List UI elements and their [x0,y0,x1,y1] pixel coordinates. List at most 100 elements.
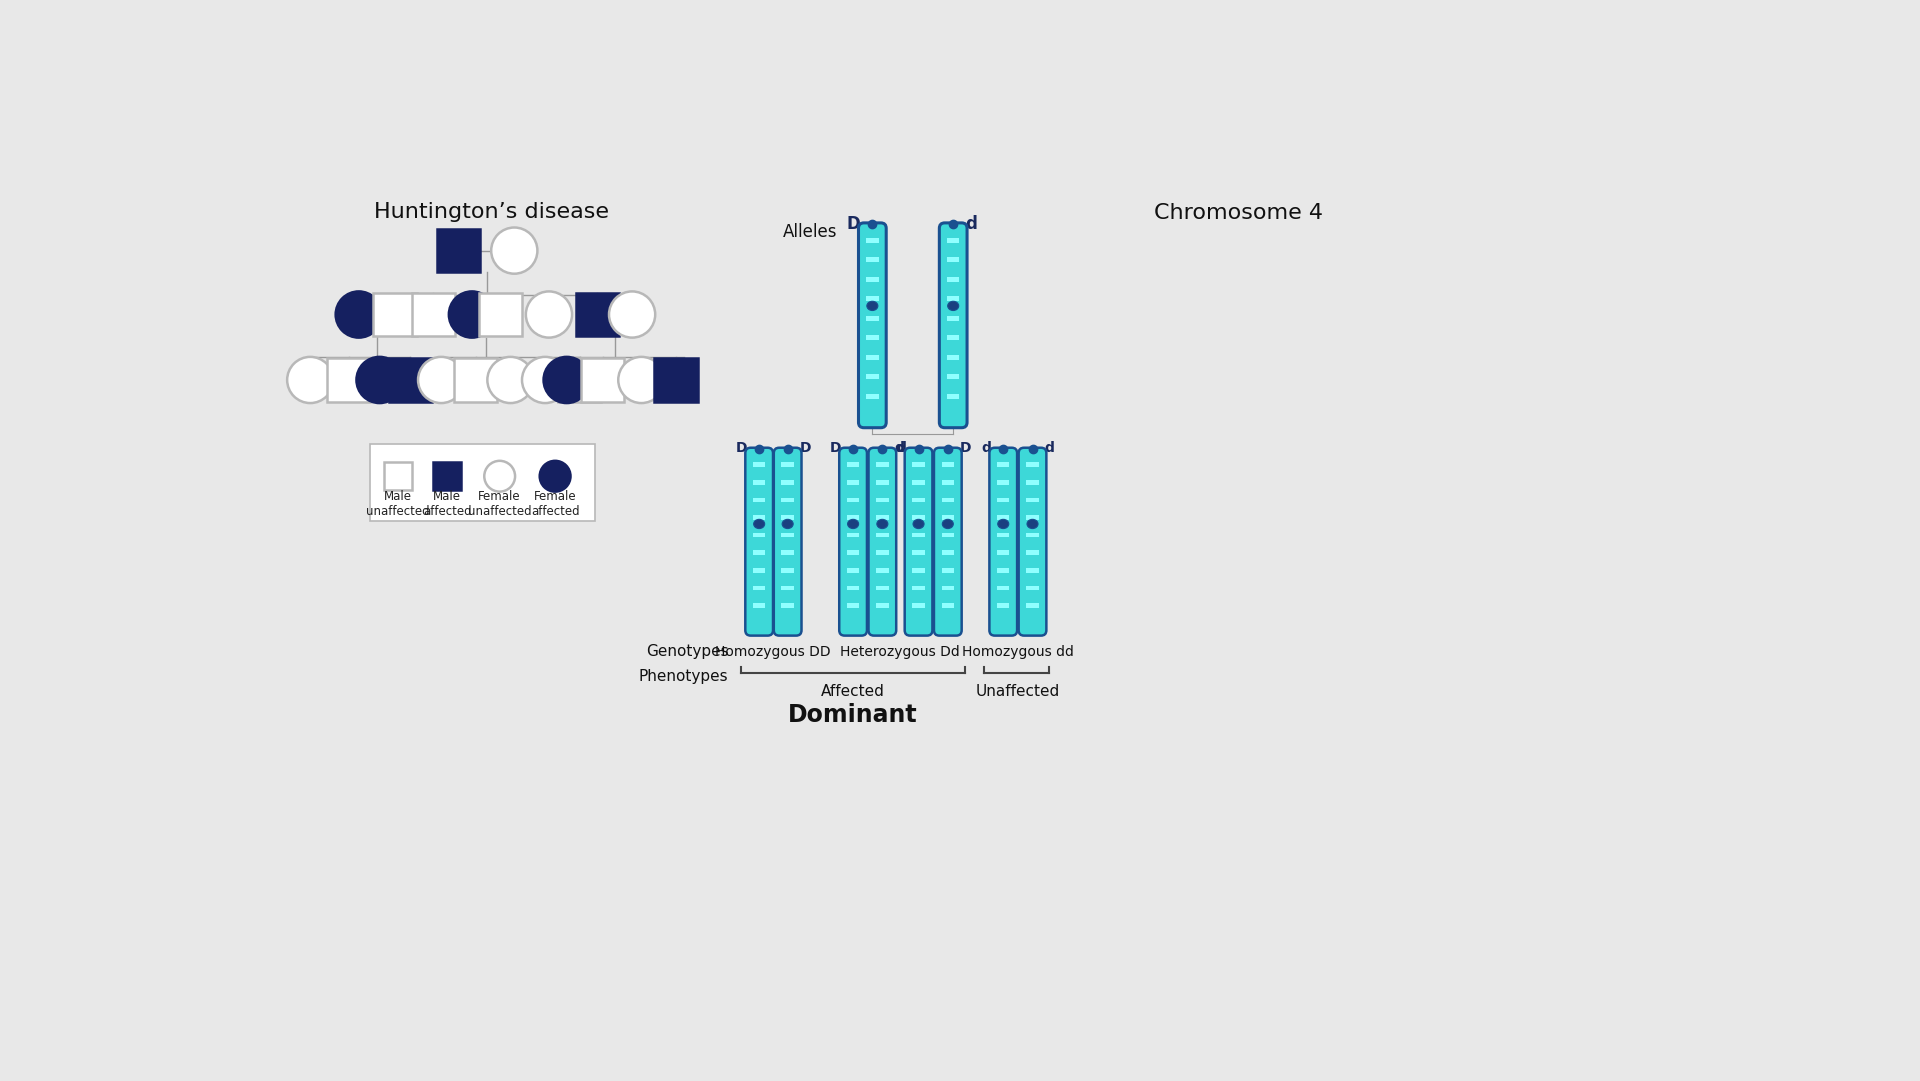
FancyBboxPatch shape [912,603,925,608]
Text: Heterozygous Dd: Heterozygous Dd [841,644,960,658]
FancyBboxPatch shape [753,506,766,511]
FancyBboxPatch shape [781,480,793,484]
FancyBboxPatch shape [745,448,774,636]
FancyBboxPatch shape [1027,516,1039,520]
FancyBboxPatch shape [912,480,925,484]
FancyBboxPatch shape [947,277,960,282]
Circle shape [449,292,495,337]
FancyBboxPatch shape [996,569,1010,573]
Text: Unaffected: Unaffected [975,684,1060,699]
FancyBboxPatch shape [904,448,933,636]
FancyBboxPatch shape [1027,471,1039,476]
FancyBboxPatch shape [941,612,954,617]
FancyBboxPatch shape [781,506,793,511]
Circle shape [419,357,465,403]
Text: Female
unaffected: Female unaffected [468,490,532,518]
FancyBboxPatch shape [753,577,766,582]
FancyBboxPatch shape [847,569,860,573]
FancyBboxPatch shape [388,359,432,401]
FancyBboxPatch shape [947,384,960,389]
FancyBboxPatch shape [876,506,889,511]
FancyBboxPatch shape [1027,533,1039,537]
FancyBboxPatch shape [941,595,954,599]
Text: D: D [847,215,860,232]
FancyBboxPatch shape [912,559,925,564]
FancyBboxPatch shape [1027,542,1039,546]
FancyBboxPatch shape [876,480,889,484]
FancyBboxPatch shape [753,489,766,493]
FancyBboxPatch shape [989,448,1018,636]
FancyBboxPatch shape [912,516,925,520]
Text: Affected: Affected [822,684,885,699]
FancyBboxPatch shape [996,489,1010,493]
FancyBboxPatch shape [839,448,868,636]
Text: Male
affected: Male affected [422,490,472,518]
FancyBboxPatch shape [912,471,925,476]
Ellipse shape [755,519,764,529]
FancyBboxPatch shape [847,595,860,599]
FancyBboxPatch shape [781,463,793,467]
Ellipse shape [781,519,793,529]
FancyBboxPatch shape [847,542,860,546]
FancyBboxPatch shape [947,286,960,292]
FancyBboxPatch shape [753,550,766,556]
FancyBboxPatch shape [912,569,925,573]
FancyBboxPatch shape [559,359,601,401]
FancyBboxPatch shape [781,516,793,520]
FancyBboxPatch shape [941,577,954,582]
Text: D: D [829,441,841,455]
Text: D: D [735,441,747,455]
Text: d: d [895,441,904,455]
FancyBboxPatch shape [781,595,793,599]
FancyBboxPatch shape [866,364,879,370]
FancyBboxPatch shape [912,542,925,546]
FancyBboxPatch shape [774,448,801,636]
FancyBboxPatch shape [941,533,954,537]
FancyBboxPatch shape [912,586,925,590]
FancyBboxPatch shape [996,463,1010,467]
Text: Phenotypes: Phenotypes [639,669,728,684]
Text: Huntington’s disease: Huntington’s disease [374,202,609,222]
FancyBboxPatch shape [455,359,497,401]
FancyBboxPatch shape [947,364,960,370]
FancyBboxPatch shape [1027,497,1039,503]
Circle shape [609,292,655,337]
FancyBboxPatch shape [912,612,925,617]
FancyBboxPatch shape [996,471,1010,476]
FancyBboxPatch shape [947,374,960,379]
FancyBboxPatch shape [876,612,889,617]
FancyBboxPatch shape [876,497,889,503]
FancyBboxPatch shape [939,223,968,428]
FancyBboxPatch shape [876,559,889,564]
FancyBboxPatch shape [876,463,889,467]
Text: Female
affected: Female affected [530,490,580,518]
FancyBboxPatch shape [912,595,925,599]
FancyBboxPatch shape [781,524,793,529]
FancyBboxPatch shape [996,497,1010,503]
FancyBboxPatch shape [753,559,766,564]
FancyBboxPatch shape [912,506,925,511]
FancyBboxPatch shape [847,516,860,520]
FancyBboxPatch shape [941,550,954,556]
FancyBboxPatch shape [781,533,793,537]
FancyBboxPatch shape [876,489,889,493]
FancyBboxPatch shape [866,384,879,389]
FancyBboxPatch shape [866,335,879,341]
FancyBboxPatch shape [866,355,879,360]
FancyBboxPatch shape [753,480,766,484]
Ellipse shape [1027,519,1039,529]
FancyBboxPatch shape [866,403,879,409]
Circle shape [288,357,334,403]
FancyBboxPatch shape [996,480,1010,484]
FancyBboxPatch shape [847,524,860,529]
FancyBboxPatch shape [876,471,889,476]
FancyBboxPatch shape [996,595,1010,599]
FancyBboxPatch shape [912,550,925,556]
Circle shape [336,292,382,337]
FancyBboxPatch shape [847,550,860,556]
FancyBboxPatch shape [941,463,954,467]
FancyBboxPatch shape [941,586,954,590]
Text: d: d [981,441,991,455]
FancyBboxPatch shape [753,542,766,546]
FancyBboxPatch shape [413,293,455,336]
